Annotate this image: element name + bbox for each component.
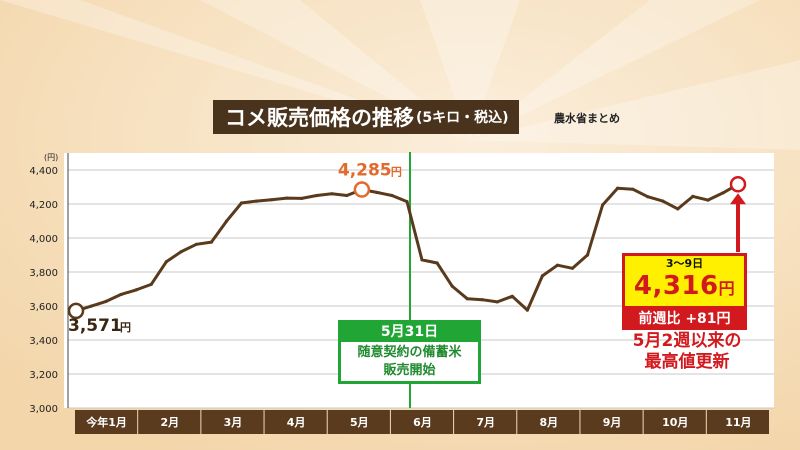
june-annotation-box: 5月31日 随意契約の備蓄米 販売開始 <box>338 320 481 384</box>
y-tick-label: 3,800 <box>29 268 58 279</box>
y-tick-label: 4,200 <box>29 200 58 211</box>
june-annotation-date: 5月31日 <box>341 323 478 342</box>
x-month-cell <box>706 410 769 434</box>
title-main: コメ販売価格の推移 <box>225 106 414 130</box>
data-point <box>600 203 605 207</box>
data-point <box>691 194 695 198</box>
data-point <box>435 261 439 265</box>
x-month-cell <box>643 410 706 434</box>
peak-marker <box>353 181 371 198</box>
data-point <box>405 200 409 204</box>
data-point <box>285 196 289 200</box>
x-month-label: 4月 <box>287 416 306 429</box>
data-point <box>224 219 229 223</box>
data-point <box>721 191 725 195</box>
x-month-label: 7月 <box>476 416 495 429</box>
data-point <box>450 284 454 288</box>
data-point <box>89 304 93 308</box>
latest-diff-badge: 前週比 +81円 <box>622 308 747 330</box>
data-point <box>676 207 680 211</box>
data-point <box>104 299 108 304</box>
latest-price-unit: 円 <box>718 279 736 298</box>
data-point <box>570 266 575 270</box>
chart-title: コメ販売価格の推移 (5キロ・税込) <box>213 100 519 134</box>
x-month-cell <box>75 410 138 434</box>
y-tick-label: 3,400 <box>29 336 58 347</box>
x-month-label: 今年1月 <box>85 415 127 429</box>
latest-note: 5月2週以来の 最高値更新 <box>612 331 762 373</box>
start-value-label: 3,571 <box>68 316 122 336</box>
latest-price: 4,316円 <box>625 270 744 305</box>
latest-note-line2: 最高値更新 <box>644 352 730 372</box>
data-point <box>375 190 379 195</box>
x-month-label: 9月 <box>603 416 622 429</box>
x-month-cell <box>327 410 390 434</box>
latest-price-callout: 3〜9日 4,316円 <box>622 253 747 309</box>
latest-marker <box>729 176 747 193</box>
y-tick-label: 3,000 <box>29 404 58 415</box>
x-month-cell <box>454 410 517 434</box>
data-point <box>465 297 469 301</box>
y-tick-label: 4,400 <box>29 166 58 177</box>
june-annotation-line1: 随意契約の備蓄米 <box>357 345 462 360</box>
data-point <box>646 195 650 199</box>
latest-note-line1: 5月2週以来の <box>632 331 742 351</box>
data-point <box>164 260 168 264</box>
source-note: 農水省まとめ <box>554 112 620 125</box>
data-point <box>149 282 153 287</box>
data-point <box>480 298 484 302</box>
x-month-label: 11月 <box>725 416 751 429</box>
data-point <box>540 274 545 278</box>
data-point <box>495 300 499 304</box>
latest-date: 3〜9日 <box>665 257 704 270</box>
x-month-label: 3月 <box>224 416 243 429</box>
x-month-cell <box>580 410 643 434</box>
data-point <box>631 187 635 191</box>
data-point <box>616 186 620 190</box>
x-month-label: 10月 <box>662 416 688 429</box>
latest-price-value: 4,316 <box>633 271 719 301</box>
data-point <box>269 198 274 202</box>
data-point <box>254 199 259 203</box>
y-tick-label: 3,200 <box>29 370 58 381</box>
start-value-unit: 円 <box>120 321 131 334</box>
data-point <box>179 250 183 254</box>
data-point <box>706 198 710 202</box>
x-month-cell <box>390 410 454 434</box>
data-point <box>585 253 590 257</box>
title-sub: (5キロ・税込) <box>416 110 509 126</box>
data-point <box>300 196 304 200</box>
start-marker <box>67 302 85 320</box>
x-month-cell <box>201 410 264 434</box>
latest-arrow-head <box>730 193 746 205</box>
data-point <box>661 199 665 203</box>
peak-value-label: 4,285 <box>338 161 392 181</box>
x-month-cell <box>264 410 327 434</box>
data-point <box>194 242 198 246</box>
data-point <box>525 308 529 312</box>
x-month-label: 6月 <box>413 416 432 429</box>
x-month-cell <box>138 410 201 434</box>
x-month-label: 5月 <box>350 416 369 429</box>
data-point <box>315 193 319 198</box>
data-point <box>420 258 424 262</box>
data-point <box>209 240 214 244</box>
data-point <box>555 263 560 267</box>
x-month-label: 8月 <box>540 416 559 429</box>
data-point <box>134 288 138 292</box>
x-month-cell <box>517 410 580 434</box>
june-annotation-line2: 販売開始 <box>383 363 436 378</box>
y-tick-label: 3,600 <box>29 302 58 313</box>
y-tick-label: 4,000 <box>29 234 58 245</box>
data-point <box>345 193 349 198</box>
data-point <box>390 193 394 198</box>
x-month-label: 2月 <box>160 416 179 429</box>
data-point <box>330 192 334 196</box>
data-point <box>239 201 244 205</box>
data-point <box>510 294 514 298</box>
data-point <box>119 292 123 297</box>
y-unit-label: (円) <box>44 153 58 162</box>
peak-value-unit: 円 <box>391 166 402 179</box>
